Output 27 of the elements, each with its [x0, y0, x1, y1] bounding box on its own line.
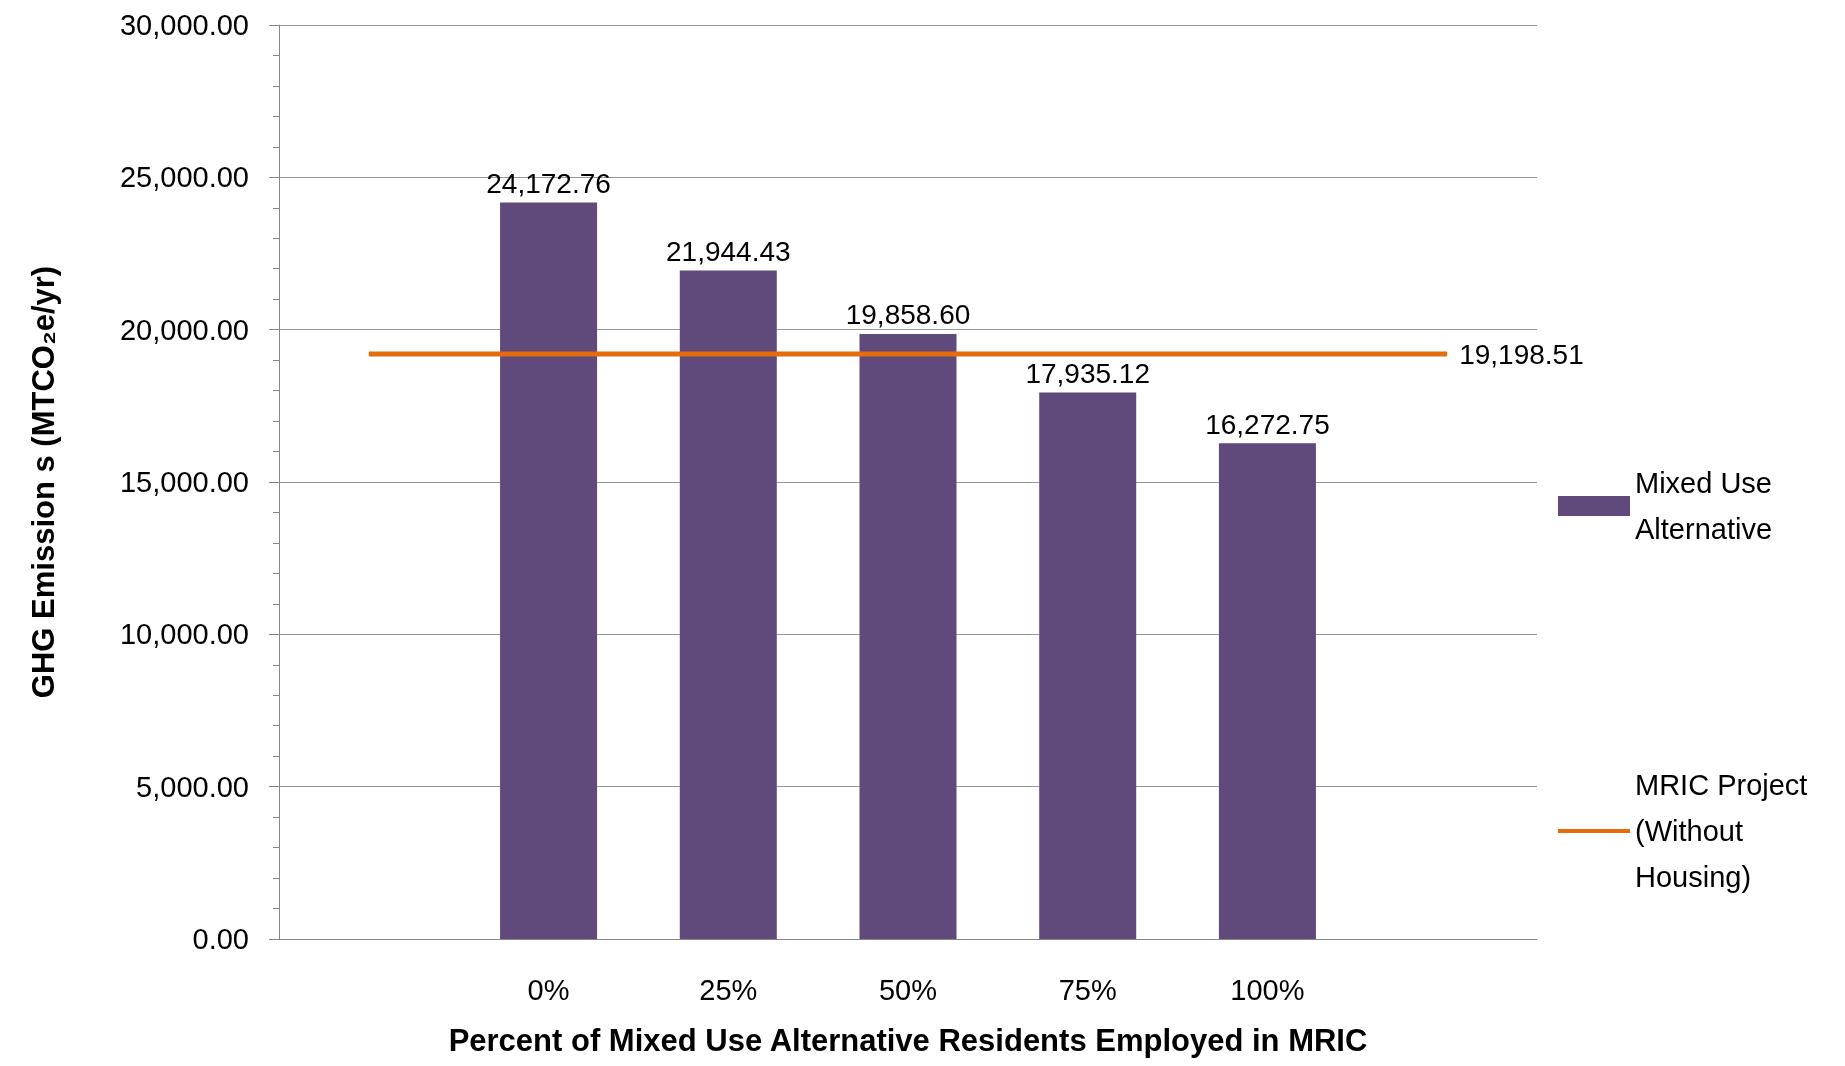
x-tick-label: 50% [878, 973, 938, 1006]
legend-label: MRIC Project (Without Housing) [1635, 769, 1816, 893]
y-axis-title: GHG Emission s (MTCO₂e/yr) [26, 265, 61, 699]
y-tick-label: 0.00 [192, 923, 249, 955]
y-tick-label: 10,000.00 [119, 618, 249, 651]
y-tick-label: 5,000.00 [136, 770, 249, 803]
y-tick-label: 15,000.00 [119, 466, 249, 498]
data-label: 16,272.75 [1205, 408, 1330, 440]
x-tick-label: 25% [699, 973, 758, 1006]
y-tick-label: 30,000.00 [119, 9, 249, 41]
bar [1218, 443, 1316, 939]
bar [500, 202, 598, 939]
x-axis-title: Percent of Mixed Use Alternative Residents Employed in MRIC [448, 1023, 1368, 1058]
x-tick-label: 100% [1230, 973, 1305, 1006]
data-label: 19,858.60 [845, 299, 971, 331]
bar [1039, 392, 1137, 939]
y-tick-label: 25,000.00 [119, 161, 249, 194]
data-label: 19,198.51 [1459, 338, 1584, 370]
x-tick-label: 0% [527, 973, 570, 1006]
legend-label: Mixed Use Alternative [1635, 467, 1781, 545]
data-label: 24,172.76 [486, 168, 611, 200]
bar [679, 270, 777, 939]
data-label: 21,944.43 [666, 235, 791, 267]
x-tick-label: 75% [1058, 973, 1117, 1006]
bar [859, 333, 957, 939]
y-tick-label: 20,000.00 [119, 313, 249, 346]
data-label: 17,935.12 [1025, 358, 1150, 390]
